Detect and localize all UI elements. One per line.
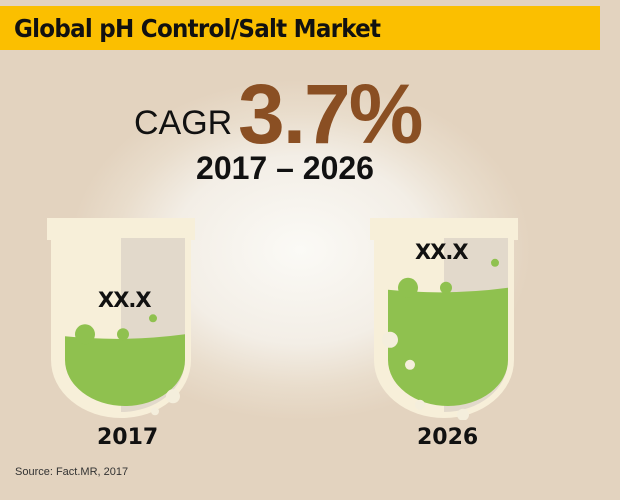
bubble bbox=[491, 258, 499, 267]
cagr-label: CAGR bbox=[134, 104, 233, 142]
liquid bbox=[388, 287, 508, 406]
bubble bbox=[149, 314, 157, 323]
bubble bbox=[440, 281, 452, 294]
bubble bbox=[75, 324, 95, 345]
page-title: Global pH Control/Salt Market bbox=[14, 14, 381, 43]
bubble bbox=[151, 407, 159, 416]
beaker-rim bbox=[370, 218, 518, 240]
bubble bbox=[382, 331, 398, 348]
bubble bbox=[117, 328, 129, 341]
cagr-value: 3.7% bbox=[238, 67, 423, 161]
beaker-rim bbox=[47, 218, 195, 240]
bubble bbox=[415, 399, 425, 410]
bubble bbox=[457, 408, 469, 420]
liquid bbox=[65, 334, 185, 406]
bubble bbox=[166, 389, 180, 404]
value-2026: XX.X bbox=[415, 240, 469, 264]
year-2026: 2026 bbox=[417, 425, 479, 450]
bubble bbox=[405, 359, 415, 370]
cagr-period: 2017 – 2026 bbox=[196, 150, 374, 186]
year-2017: 2017 bbox=[97, 425, 159, 450]
beaker-2026 bbox=[370, 218, 518, 420]
value-2017: XX.X bbox=[98, 288, 152, 312]
beaker-2017 bbox=[47, 218, 195, 418]
source-note: Source: Fact.MR, 2017 bbox=[15, 466, 129, 478]
bubble bbox=[398, 277, 418, 298]
title-bar: Global pH Control/Salt Market bbox=[0, 6, 600, 50]
